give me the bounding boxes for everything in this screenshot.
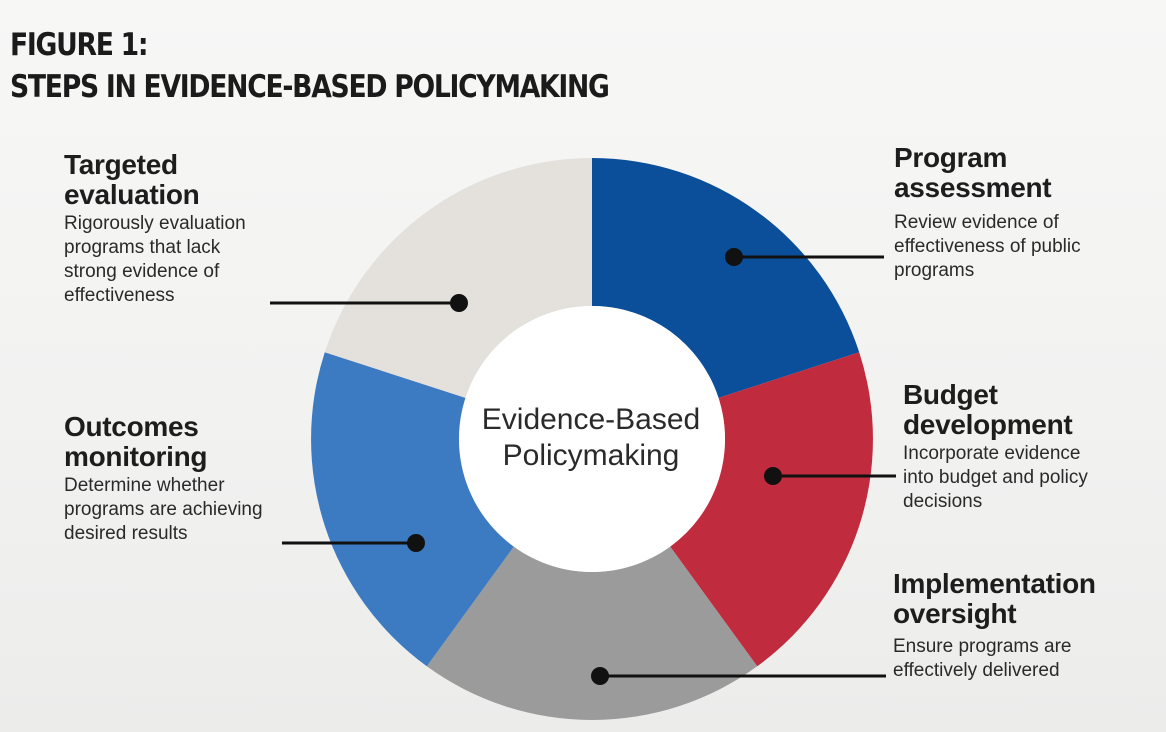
connector-implementation-dot [591,667,609,685]
segment-budget-development [670,352,873,667]
step-title-line1: Targeted [64,149,178,180]
step-title-line2: oversight [893,598,1017,629]
connector-budget-dot [764,467,782,485]
segment-program-assessment [592,158,860,398]
desc-line: Ensure programs are [893,636,1072,657]
step-budget-development: Budget development Incorporate evidence … [903,380,1158,514]
desc-line: Review evidence of [894,212,1059,233]
segment-targeted-evaluation [324,158,592,398]
step-targeted-evaluation: Targeted evaluation Rigorously evaluatio… [64,150,324,308]
center-hub [459,306,725,572]
step-outcomes-monitoring: Outcomes monitoring Determine whether pr… [64,412,324,546]
center-label-line1: Evidence-Based [481,403,701,436]
desc-line: programs that lack [64,237,221,258]
step-title-line2: evaluation [64,179,200,210]
figure-title-line2: STEPS IN EVIDENCE-BASED POLICYMAKING [10,69,610,105]
step-title-line1: Program [894,142,1008,173]
connector-outcomes-dot [407,534,425,552]
figure-title-line1: FIGURE 1: [10,27,149,63]
step-title-line2: monitoring [64,441,208,472]
desc-line: desired results [64,523,188,544]
center-label-line2: Policymaking [502,439,680,472]
desc-line: decisions [903,491,983,512]
step-description: Incorporate evidence into budget and pol… [903,442,1158,514]
step-title-line2: assessment [894,172,1052,203]
figure-title: FIGURE 1: STEPS IN EVIDENCE-BASED POLICY… [10,24,610,108]
desc-line: strong evidence of [64,261,220,282]
desc-line: Rigorously evaluation [64,213,246,234]
step-title: Implementation oversight [893,569,1158,629]
connector-program-dot [725,248,743,266]
desc-line: Determine whether [64,475,225,496]
step-title: Outcomes monitoring [64,412,324,472]
step-description: Rigorously evaluation programs that lack… [64,212,324,308]
step-implementation-oversight: Implementation oversight Ensure programs… [893,569,1158,683]
step-title-line1: Implementation [893,568,1096,599]
step-title: Targeted evaluation [64,150,324,210]
segment-outcomes-monitoring [311,352,514,667]
step-title-line2: development [903,409,1073,440]
connectors [270,248,896,685]
step-program-assessment: Program assessment Review evidence of ef… [894,143,1154,283]
desc-line: effectiveness of public [894,236,1081,257]
desc-line: effectively delivered [893,660,1060,681]
step-title-line1: Outcomes [64,411,199,442]
desc-line: effectiveness [64,285,175,306]
step-description: Review evidence of effectiveness of publ… [894,211,1154,283]
desc-line: programs are achieving [64,499,263,520]
desc-line: Incorporate evidence [903,443,1081,464]
step-title: Program assessment [894,143,1154,203]
step-title-line1: Budget [903,379,998,410]
desc-line: programs [894,260,975,281]
desc-line: into budget and policy [903,467,1088,488]
step-description: Determine whether programs are achieving… [64,474,324,546]
connector-targeted-dot [450,294,468,312]
center-label: Evidence-Based Policymaking [452,402,730,474]
step-description: Ensure programs are effectively delivere… [893,635,1158,683]
step-title: Budget development [903,380,1158,440]
